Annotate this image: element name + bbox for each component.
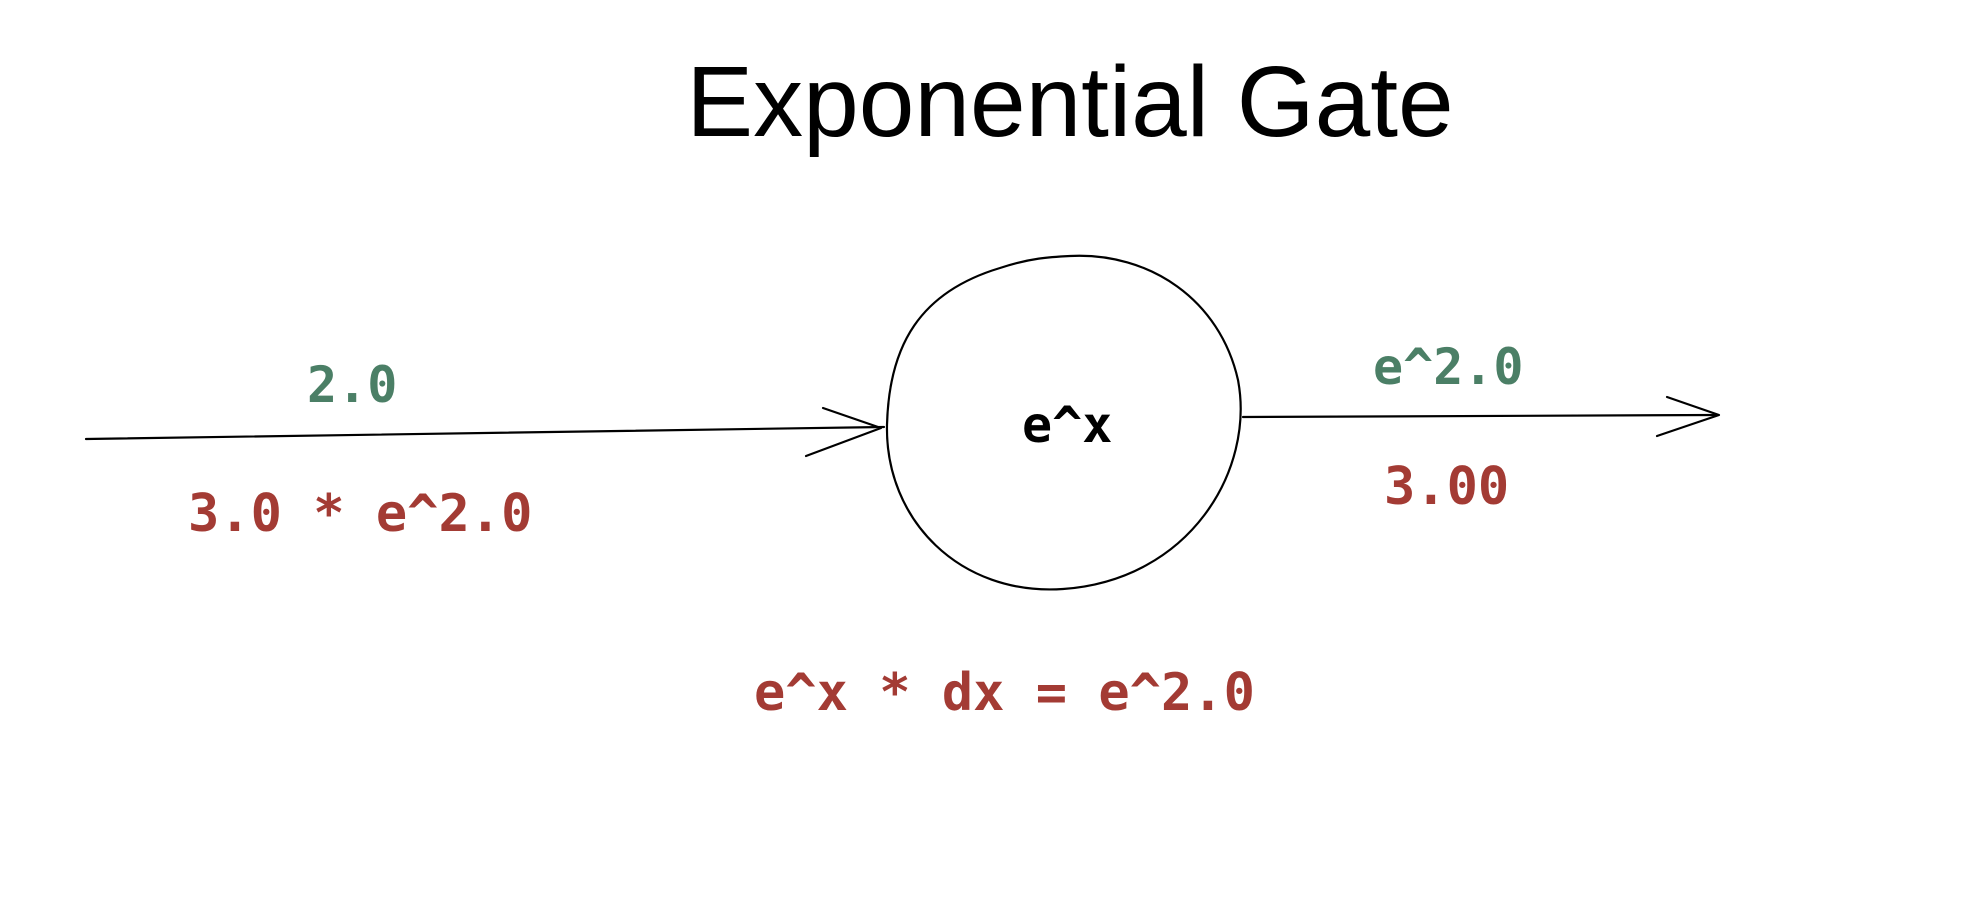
output-arrowhead bbox=[1655, 395, 1721, 438]
input-forward-value: 2.0 bbox=[307, 356, 398, 414]
input-arrowhead bbox=[804, 406, 883, 458]
output-edge-arrow bbox=[1241, 395, 1721, 438]
input-backward-value: 3.0 * e^2.0 bbox=[188, 484, 533, 544]
output-forward-value: e^2.0 bbox=[1373, 338, 1524, 396]
gate-label: e^x bbox=[1022, 396, 1113, 454]
input-edge-arrow bbox=[84, 406, 886, 458]
diagram-title: Exponential Gate bbox=[686, 46, 1454, 158]
gate-circle bbox=[885, 254, 1242, 591]
input-edge-line bbox=[84, 425, 886, 441]
output-backward-value: 3.00 bbox=[1384, 457, 1510, 517]
local-gradient-formula: e^x * dx = e^2.0 bbox=[754, 663, 1255, 723]
output-edge-line bbox=[1241, 413, 1720, 419]
